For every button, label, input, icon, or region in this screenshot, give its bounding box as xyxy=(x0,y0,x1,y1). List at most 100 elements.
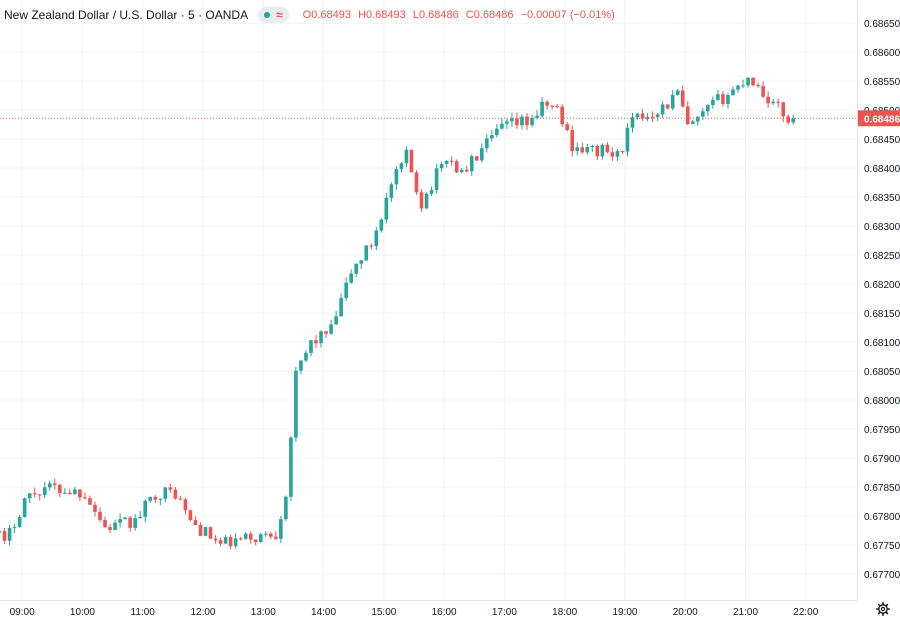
candle-body xyxy=(223,537,228,544)
candle-body xyxy=(690,121,695,125)
time-axis[interactable]: 09:00 10:00 11:00 12:00 13:00 14:00 15:00 16:00… xyxy=(0,600,900,618)
candle-body xyxy=(47,483,52,488)
candle-body xyxy=(741,85,745,87)
candle-body xyxy=(163,487,168,499)
wave-icon: ≈ xyxy=(276,8,283,22)
candle-body xyxy=(58,484,62,494)
candle-body xyxy=(73,489,77,495)
candle-body xyxy=(83,497,87,499)
candle-body xyxy=(274,536,278,539)
candle-body xyxy=(510,118,514,122)
candle-body xyxy=(78,489,82,498)
candle-body xyxy=(329,324,333,334)
price-tick-label: 0.68400 xyxy=(864,164,900,175)
candle-body xyxy=(258,534,263,543)
low-value: L0.68486 xyxy=(412,9,459,21)
change-value: −0.00007 (−0.01%) xyxy=(520,9,615,21)
candle-body xyxy=(419,192,424,209)
candle-body xyxy=(334,316,338,325)
candle-body xyxy=(304,352,308,361)
candle-body xyxy=(786,116,791,123)
price-tick-label: 0.68050 xyxy=(864,367,900,378)
close-value: C0.68486 xyxy=(465,9,514,21)
candle-body xyxy=(238,538,243,540)
candle-body xyxy=(168,487,173,490)
candle-body xyxy=(68,492,72,495)
candle-body xyxy=(635,113,640,118)
candle-body xyxy=(384,197,389,220)
candle-body xyxy=(339,298,343,317)
candle-body xyxy=(675,90,680,95)
last-price-label: 0.68486 xyxy=(864,114,900,125)
candle-body xyxy=(620,151,625,153)
candle-body xyxy=(52,483,57,485)
time-tick-label: 18:00 xyxy=(552,607,577,618)
candle-body xyxy=(289,437,293,497)
chart-legend: New Zealand Dollar / U.S. Dollar · 5 · O… xyxy=(4,6,615,24)
candle-body xyxy=(555,105,559,107)
price-tick-label: 0.68650 xyxy=(864,19,900,30)
time-tick-label: 09:00 xyxy=(10,607,35,618)
candle-body xyxy=(469,156,474,172)
candle-body xyxy=(585,146,590,153)
candle-body xyxy=(424,193,429,209)
candle-body xyxy=(248,533,253,540)
candle-body xyxy=(751,77,755,86)
price-axis[interactable]: 0.67700 0.67750 0.67800 0.67850 0.67900 0.679… xyxy=(857,0,900,600)
candle-body xyxy=(696,116,700,122)
candle-body xyxy=(706,105,710,112)
candle-body xyxy=(600,144,605,157)
time-tick-label: 20:00 xyxy=(673,607,698,618)
candle-body xyxy=(570,130,575,152)
price-tick-label: 0.67900 xyxy=(864,454,900,465)
candle-body xyxy=(595,145,600,157)
price-tick-label: 0.67950 xyxy=(864,425,900,436)
candle-body xyxy=(279,519,283,539)
candle-body xyxy=(670,94,675,109)
candle-body xyxy=(319,331,323,344)
candle-body xyxy=(98,511,102,520)
candle-body xyxy=(791,118,796,123)
candle-body xyxy=(0,531,2,533)
price-tick-label: 0.68200 xyxy=(864,280,900,291)
candle-body xyxy=(7,527,12,541)
candle-body xyxy=(349,273,353,283)
settings-gear-icon[interactable] xyxy=(876,602,890,616)
price-tick-label: 0.68100 xyxy=(864,338,900,349)
candle-body xyxy=(630,117,635,128)
candle-body xyxy=(655,114,660,118)
candle-body xyxy=(781,102,786,117)
candle-body xyxy=(640,113,645,119)
candle-body xyxy=(133,518,137,528)
candle-body xyxy=(605,144,610,153)
open-value: O0.68493 xyxy=(302,9,351,21)
candle-body xyxy=(208,527,213,539)
symbol-title[interactable]: New Zealand Dollar / U.S. Dollar · 5 · O… xyxy=(4,8,249,22)
candle-body xyxy=(359,260,364,264)
time-tick-label: 13:00 xyxy=(251,607,276,618)
candle-body xyxy=(284,496,288,520)
status-pill[interactable]: ≈ xyxy=(258,7,289,23)
candle-body xyxy=(183,499,188,511)
time-tick-label: 17:00 xyxy=(492,607,517,618)
candle-body xyxy=(449,160,454,162)
candle-body xyxy=(711,99,715,106)
candle-body xyxy=(685,106,690,125)
candle-body xyxy=(459,169,464,173)
candle-body xyxy=(103,519,107,528)
candle-body xyxy=(434,168,439,191)
time-tick-label: 22:00 xyxy=(793,607,818,618)
candle-body xyxy=(645,116,650,119)
candle-body xyxy=(263,533,268,535)
candle-body xyxy=(108,527,112,530)
candle-body xyxy=(439,163,444,169)
candle-body xyxy=(520,116,524,126)
candle-body xyxy=(485,138,489,149)
price-tick-label: 0.67750 xyxy=(864,541,900,552)
candle-body xyxy=(500,123,504,129)
price-tick-label: 0.67850 xyxy=(864,483,900,494)
candle-body xyxy=(369,245,374,247)
candle-body xyxy=(354,263,359,274)
price-tick-label: 0.68300 xyxy=(864,222,900,233)
